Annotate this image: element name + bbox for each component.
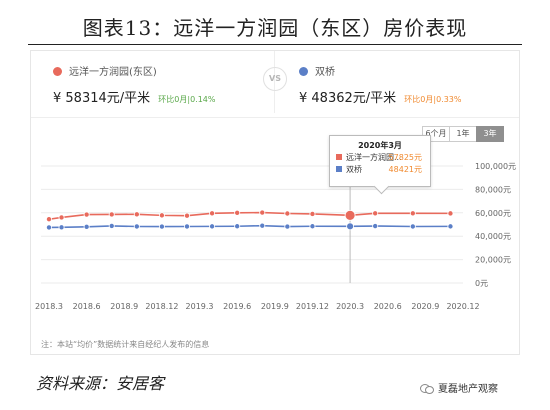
data-point-0 xyxy=(284,210,291,217)
y-tick-label: 20,000元 xyxy=(475,256,511,265)
y-tick-label: 100,000元 xyxy=(475,162,516,171)
data-point-1 xyxy=(108,222,115,229)
stat-left-change: 环比0月|0.14% xyxy=(158,95,216,104)
data-point-0 xyxy=(183,212,190,219)
x-tick-label: 2018.9 xyxy=(110,302,138,311)
data-point-1 xyxy=(209,223,216,230)
y-tick-label: 60,000元 xyxy=(475,209,511,218)
stat-left-name: 远洋一方润园(东区) xyxy=(69,67,157,78)
x-tick-label: 2020.12 xyxy=(446,302,479,311)
data-point-1 xyxy=(372,223,379,230)
tooltip-name-left: 远洋一方润园... xyxy=(346,153,402,162)
data-point-1 xyxy=(45,224,52,231)
data-point-1 xyxy=(409,223,416,230)
figure-source: 资料来源：安居客 xyxy=(36,374,165,393)
tooltip-value-right: 48421元 xyxy=(388,165,422,174)
x-tick-label: 2019.6 xyxy=(223,302,251,311)
vs-badge: VS xyxy=(263,67,287,91)
data-point-0 xyxy=(309,210,316,217)
stat-left-price: ¥ 58314元/平米 环比0月|0.14% xyxy=(53,87,215,106)
data-point-1 xyxy=(346,222,354,231)
x-tick-label: 2019.3 xyxy=(186,302,214,311)
title-rule xyxy=(28,44,522,45)
tooltip-value-left: 57825元 xyxy=(388,153,422,162)
x-tick-label: 2019.9 xyxy=(261,302,289,311)
stat-left-price-value: ¥ 58314元/平米 xyxy=(53,91,151,106)
data-point-1 xyxy=(158,223,165,230)
tooltip-swatch-right xyxy=(336,166,342,172)
x-tick-label: 2020.3 xyxy=(336,302,364,311)
data-point-0 xyxy=(372,210,379,217)
y-tick-label: 80,000元 xyxy=(475,185,511,194)
data-point-0 xyxy=(447,210,454,217)
series-line-1 xyxy=(48,224,451,229)
panel-divider xyxy=(31,117,519,118)
data-point-0 xyxy=(344,209,356,221)
tooltip-row-right: 双桥 48421元 xyxy=(336,163,430,175)
stat-right-price-value: ¥ 48362元/平米 xyxy=(299,91,397,106)
price-chart: 0元 20,000元 40,000元 60,000元 80,000元 100,000元 20… xyxy=(35,135,516,311)
stat-right-change: 环比0月|0.33% xyxy=(404,95,462,104)
data-point-0 xyxy=(45,216,52,223)
data-point-1 xyxy=(447,223,454,230)
data-point-1 xyxy=(234,223,241,230)
wechat-icon xyxy=(420,383,434,394)
tab-1-year[interactable]: 1年 xyxy=(449,126,477,142)
data-point-0 xyxy=(133,211,140,218)
data-point-0 xyxy=(259,209,266,216)
x-tick-label: 2020.9 xyxy=(411,302,439,311)
data-point-0 xyxy=(83,211,90,218)
x-tick-label: 2018.3 xyxy=(35,302,63,311)
data-point-0 xyxy=(409,210,416,217)
x-tick-label: 2018.6 xyxy=(73,302,101,311)
data-point-1 xyxy=(309,223,316,230)
data-point-1 xyxy=(133,223,140,230)
data-point-1 xyxy=(83,223,90,230)
chart-tooltip: 2020年3月 远洋一方润园... 57825元 双桥 48421元 xyxy=(329,135,431,195)
range-tabs: 6个月 1年 3年 xyxy=(422,126,504,142)
figure-title: 图表13：远洋一方润园（东区）房价表现 xyxy=(82,16,468,40)
data-point-1 xyxy=(259,222,266,229)
watermark-text: 夏磊地产观察 xyxy=(438,384,498,395)
tooltip-swatch-left xyxy=(336,154,342,160)
price-panel: 远洋一方润园(东区) ¥ 58314元/平米 环比0月|0.14% VS 双桥 … xyxy=(30,50,520,355)
x-tick-label: 2020.6 xyxy=(374,302,402,311)
stat-right-name: 双桥 xyxy=(315,67,335,78)
tab-3-years[interactable]: 3年 xyxy=(476,126,504,142)
series-line-0 xyxy=(48,211,451,221)
tooltip-name-right: 双桥 xyxy=(346,165,362,174)
watermark-logo: 夏磊地产观察 xyxy=(420,380,498,395)
data-point-1 xyxy=(58,224,65,231)
tooltip-row-left: 远洋一方润园... 57825元 xyxy=(336,151,430,163)
data-point-0 xyxy=(158,212,165,219)
data-point-1 xyxy=(183,223,190,230)
x-tick-label: 2018.12 xyxy=(145,302,178,311)
data-point-0 xyxy=(209,210,216,217)
series-dot-right xyxy=(299,67,308,76)
tooltip-title: 2020年3月 xyxy=(358,141,402,150)
y-tick-label: 0元 xyxy=(475,279,488,288)
stat-right-price: ¥ 48362元/平米 环比0月|0.33% xyxy=(299,87,461,106)
data-point-1 xyxy=(284,223,291,230)
y-tick-label: 40,000元 xyxy=(475,232,511,241)
data-point-0 xyxy=(108,211,115,218)
data-point-0 xyxy=(234,209,241,216)
series-dot-left xyxy=(53,67,62,76)
x-tick-label: 2019.12 xyxy=(296,302,329,311)
data-point-0 xyxy=(58,214,65,221)
data-note: 注：本站“均价”数据统计来自经纪人发布的信息 xyxy=(41,340,210,349)
